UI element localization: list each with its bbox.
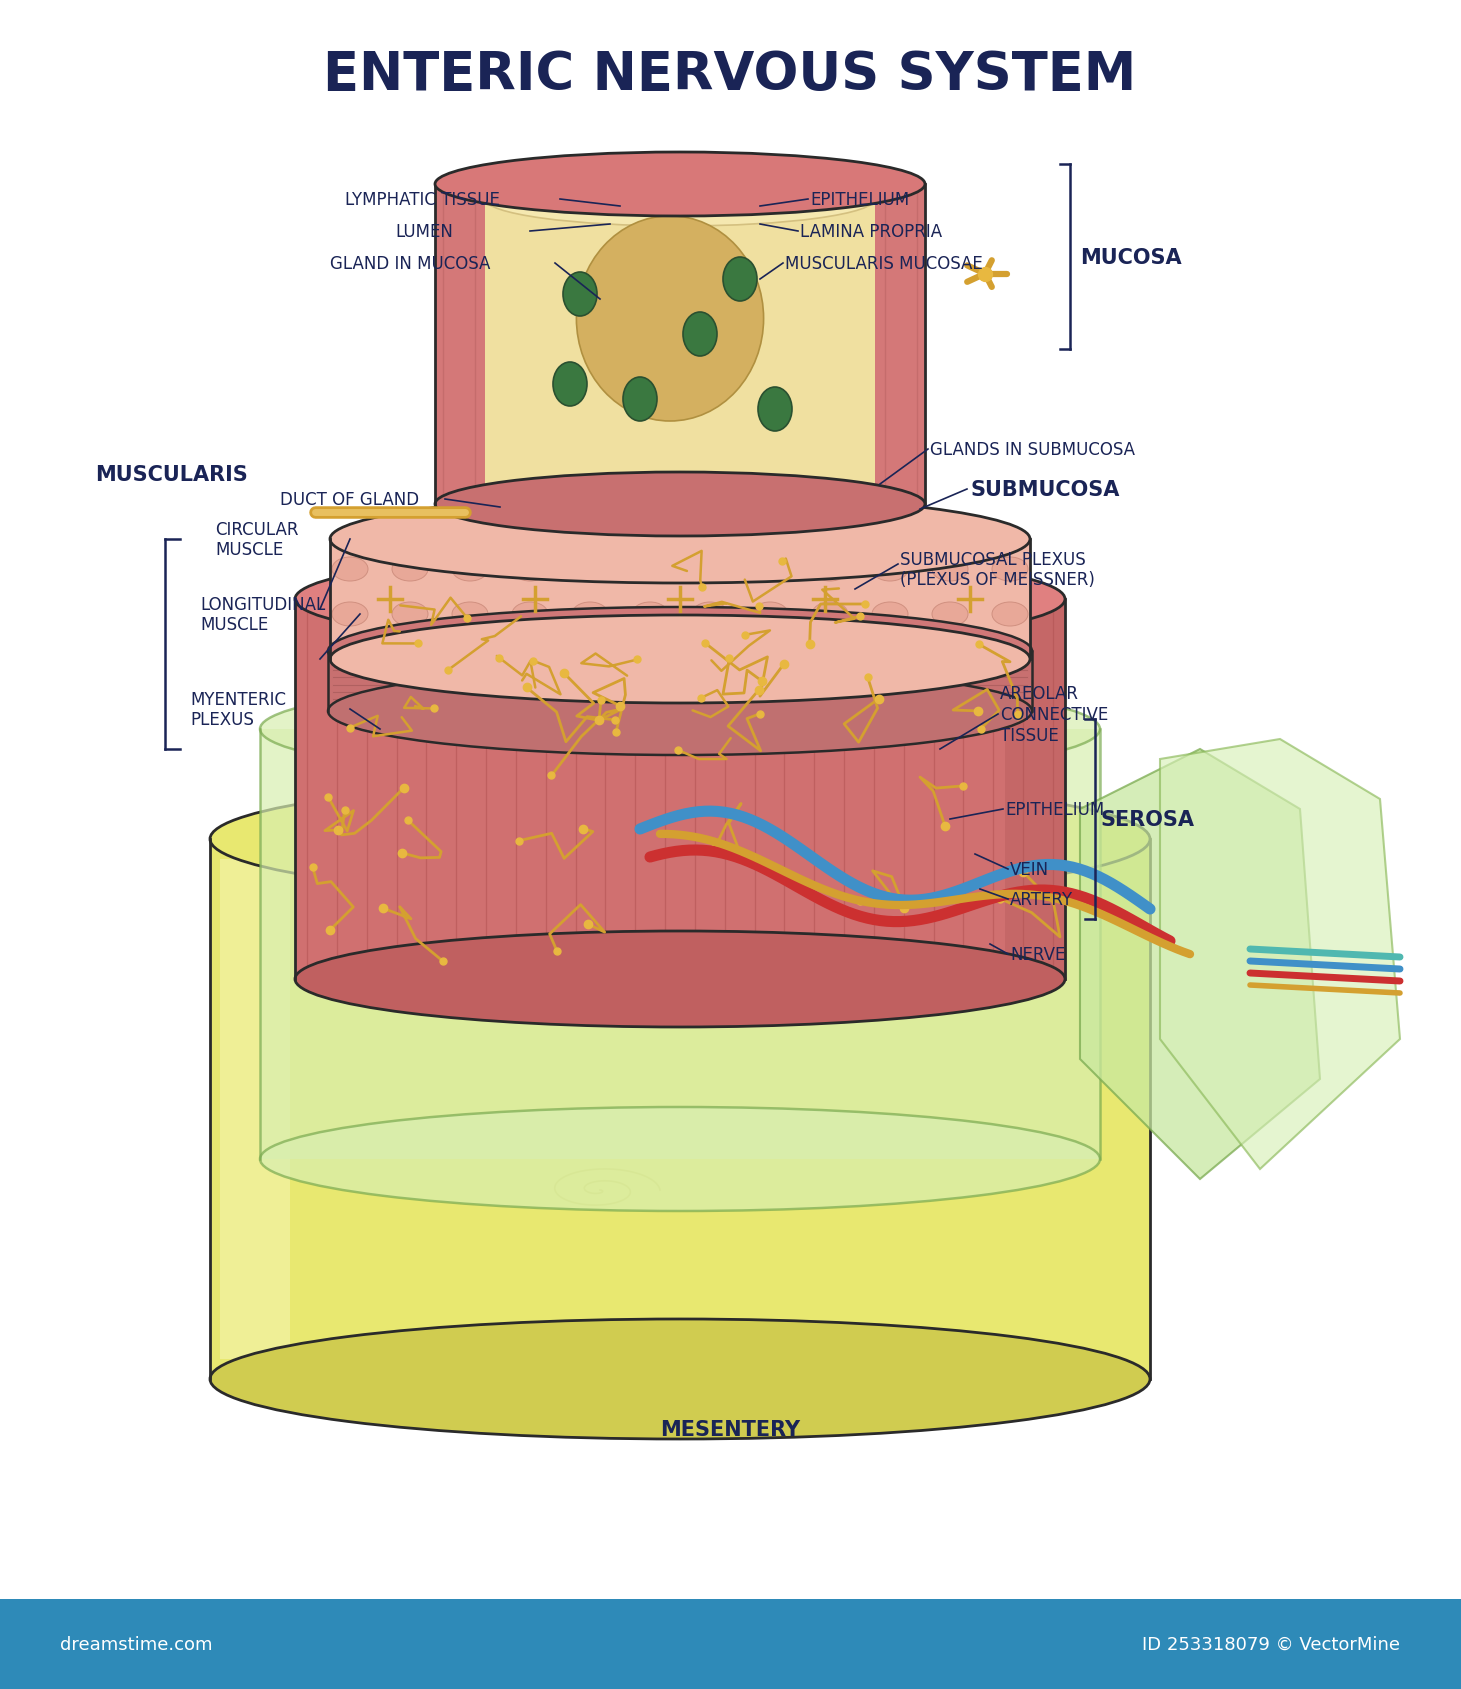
Ellipse shape xyxy=(485,172,875,226)
Ellipse shape xyxy=(210,1319,1150,1439)
Ellipse shape xyxy=(330,615,1030,704)
Ellipse shape xyxy=(260,1108,1100,1211)
Ellipse shape xyxy=(872,557,907,581)
Ellipse shape xyxy=(693,603,728,627)
Ellipse shape xyxy=(872,603,907,627)
Ellipse shape xyxy=(511,557,548,581)
Ellipse shape xyxy=(260,677,1100,782)
Ellipse shape xyxy=(330,495,1030,584)
Text: LONGITUDINAL
MUSCLE: LONGITUDINAL MUSCLE xyxy=(200,595,326,633)
Text: LYMPHATIC TISSUE: LYMPHATIC TISSUE xyxy=(345,191,500,209)
Text: NERVE: NERVE xyxy=(1010,946,1065,963)
Text: dreamstime.com: dreamstime.com xyxy=(60,1635,212,1654)
Ellipse shape xyxy=(392,557,428,581)
Polygon shape xyxy=(221,860,289,1360)
Text: MYENTERIC
PLEXUS: MYENTERIC PLEXUS xyxy=(190,691,286,730)
Bar xyxy=(0,1599,1461,1689)
Text: SUBMUCOSAL PLEXUS
(PLEXUS OF MEISSNER): SUBMUCOSAL PLEXUS (PLEXUS OF MEISSNER) xyxy=(900,551,1094,589)
Ellipse shape xyxy=(633,557,668,581)
Polygon shape xyxy=(329,652,1031,711)
Ellipse shape xyxy=(451,603,488,627)
Ellipse shape xyxy=(758,388,792,432)
Polygon shape xyxy=(1160,740,1400,1169)
Text: SEROSA: SEROSA xyxy=(1100,809,1194,829)
Ellipse shape xyxy=(435,473,925,537)
Text: EPITHELIUM: EPITHELIUM xyxy=(1005,801,1105,819)
Ellipse shape xyxy=(812,603,847,627)
Text: LUMEN: LUMEN xyxy=(394,223,453,242)
Text: ID 253318079 © VectorMine: ID 253318079 © VectorMine xyxy=(1143,1635,1400,1654)
Text: LAMINA PROPRIA: LAMINA PROPRIA xyxy=(801,223,942,242)
Ellipse shape xyxy=(752,603,787,627)
Text: VEIN: VEIN xyxy=(1010,860,1049,878)
Ellipse shape xyxy=(682,312,717,356)
Ellipse shape xyxy=(577,216,764,422)
Ellipse shape xyxy=(622,378,657,422)
Ellipse shape xyxy=(562,274,598,318)
Ellipse shape xyxy=(932,557,969,581)
Ellipse shape xyxy=(392,603,428,627)
Ellipse shape xyxy=(812,557,847,581)
Polygon shape xyxy=(260,730,1100,1159)
Text: EPITHELIUM: EPITHELIUM xyxy=(809,191,909,209)
Ellipse shape xyxy=(451,557,488,581)
Text: DUCT OF GLAND: DUCT OF GLAND xyxy=(281,491,419,508)
Text: CIRCULAR
MUSCLE: CIRCULAR MUSCLE xyxy=(215,520,298,559)
Ellipse shape xyxy=(752,557,787,581)
Ellipse shape xyxy=(723,258,757,302)
Polygon shape xyxy=(330,540,1030,660)
Polygon shape xyxy=(435,184,925,505)
Ellipse shape xyxy=(295,552,1065,647)
Ellipse shape xyxy=(992,603,1029,627)
Text: AREOLAR
CONNECTIVE
TISSUE: AREOLAR CONNECTIVE TISSUE xyxy=(999,684,1109,745)
Ellipse shape xyxy=(295,931,1065,1027)
Ellipse shape xyxy=(435,154,925,216)
Ellipse shape xyxy=(573,603,608,627)
Ellipse shape xyxy=(329,667,1031,755)
Text: MUSCULARIS: MUSCULARIS xyxy=(95,464,248,485)
Text: GLAND IN MUCOSA: GLAND IN MUCOSA xyxy=(330,255,491,274)
Text: GLANDS IN SUBMUCOSA: GLANDS IN SUBMUCOSA xyxy=(931,441,1135,459)
Ellipse shape xyxy=(329,608,1031,696)
Ellipse shape xyxy=(992,557,1029,581)
Ellipse shape xyxy=(332,603,368,627)
Ellipse shape xyxy=(210,780,1150,900)
Polygon shape xyxy=(295,600,1065,980)
Text: SUBMUCOSA: SUBMUCOSA xyxy=(970,480,1119,500)
Polygon shape xyxy=(1005,600,1065,980)
Text: MUCOSA: MUCOSA xyxy=(1080,248,1182,269)
Ellipse shape xyxy=(633,603,668,627)
Ellipse shape xyxy=(511,603,548,627)
Polygon shape xyxy=(1080,750,1319,1179)
Ellipse shape xyxy=(573,557,608,581)
Text: ARTERY: ARTERY xyxy=(1010,890,1074,909)
Ellipse shape xyxy=(554,363,587,407)
Polygon shape xyxy=(210,839,1150,1380)
Text: MESENTERY: MESENTERY xyxy=(660,1419,801,1439)
Polygon shape xyxy=(485,199,875,495)
Text: ENTERIC NERVOUS SYSTEM: ENTERIC NERVOUS SYSTEM xyxy=(323,49,1137,101)
Text: MUSCULARIS MUCOSAE: MUSCULARIS MUCOSAE xyxy=(785,255,983,274)
Ellipse shape xyxy=(693,557,728,581)
Ellipse shape xyxy=(932,603,969,627)
Ellipse shape xyxy=(332,557,368,581)
